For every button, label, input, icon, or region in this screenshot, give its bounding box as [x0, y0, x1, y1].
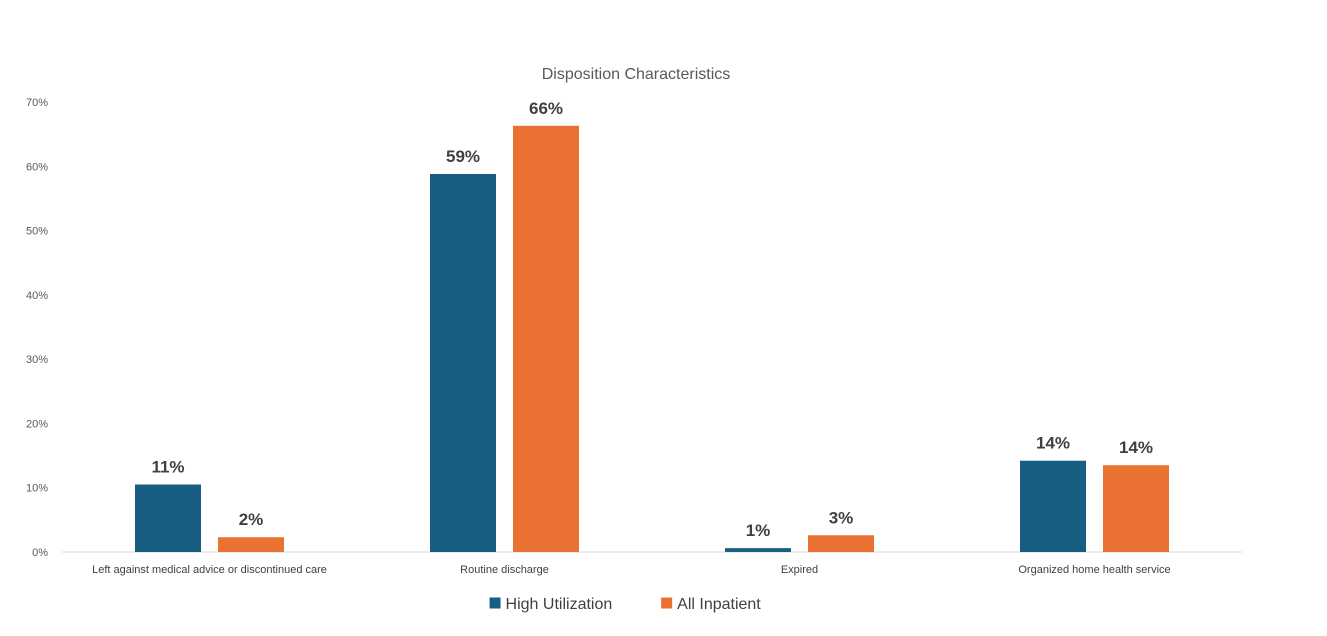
legend-label: High Utilization: [506, 596, 613, 613]
data-label: 1%: [746, 521, 771, 540]
data-label: 11%: [151, 458, 184, 477]
y-tick-label: 0%: [32, 547, 48, 559]
x-category-label: Expired: [781, 564, 818, 576]
x-category-label: Organized home health service: [1018, 564, 1170, 576]
y-axis: 0% 10% 20% 30% 40% 50% 60% 70%: [26, 97, 48, 559]
x-category-label: Routine discharge: [460, 564, 549, 576]
bars-group: [135, 125, 1169, 553]
y-tick-label: 50%: [26, 226, 48, 238]
data-label: 59%: [446, 147, 480, 166]
legend-item-high-utilization: High Utilization: [489, 596, 613, 613]
bar-high-utilization: [135, 484, 201, 552]
bar-high-utilization: [1020, 460, 1086, 552]
data-label: 14%: [1036, 434, 1070, 453]
data-label: 2%: [239, 510, 264, 529]
y-tick-label: 70%: [26, 97, 48, 109]
bar-all-inpatient: [1103, 465, 1169, 552]
legend: High Utilization All Inpatient: [489, 596, 761, 613]
data-label: 14%: [1119, 438, 1153, 457]
y-tick-label: 30%: [26, 354, 48, 366]
y-tick-label: 10%: [26, 483, 48, 495]
legend-swatch: [489, 597, 501, 609]
legend-swatch: [661, 597, 673, 609]
bar-all-inpatient: [808, 535, 874, 552]
legend-label: All Inpatient: [677, 596, 761, 613]
y-tick-label: 20%: [26, 418, 48, 430]
x-category-label: Left against medical advice or discontin…: [92, 564, 327, 576]
data-labels-group: 11% 2% 59% 66% 1% 3% 14% 14%: [151, 99, 1153, 540]
chart-title: Disposition Characteristics: [542, 66, 731, 83]
y-tick-label: 40%: [26, 290, 48, 302]
bar-high-utilization: [725, 548, 791, 552]
y-tick-label: 60%: [26, 161, 48, 173]
legend-item-all-inpatient: All Inpatient: [661, 596, 761, 613]
bar-all-inpatient: [218, 537, 284, 552]
x-axis: Left against medical advice or discontin…: [92, 564, 1171, 576]
bar-all-inpatient: [513, 125, 579, 553]
data-label: 66%: [529, 99, 563, 118]
bar-high-utilization: [430, 174, 496, 552]
data-label: 3%: [829, 508, 854, 527]
